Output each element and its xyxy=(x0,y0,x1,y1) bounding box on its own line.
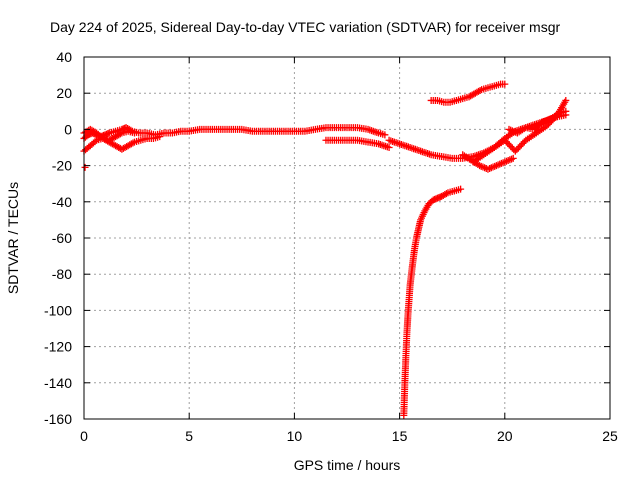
series-upper-arc xyxy=(427,80,509,106)
y-tick-label: -100 xyxy=(44,302,72,318)
data-point xyxy=(562,107,570,115)
x-tick-label: 25 xyxy=(602,428,618,444)
chart-title: Day 224 of 2025, Sidereal Day-to-day VTE… xyxy=(50,19,560,35)
x-tick-label: 5 xyxy=(185,428,193,444)
data-point xyxy=(156,133,164,141)
data-point-marker xyxy=(129,139,137,147)
data-point-marker xyxy=(97,133,105,141)
y-tick-label: -160 xyxy=(44,411,72,427)
data-point-marker xyxy=(519,139,527,147)
plot-frame xyxy=(83,56,611,420)
data-layer xyxy=(80,80,570,419)
data-point xyxy=(130,129,138,137)
x-axis-title: GPS time / hours xyxy=(294,457,401,473)
data-point xyxy=(511,147,519,155)
data-point-marker xyxy=(476,86,484,94)
y-tick-label: -120 xyxy=(44,339,72,355)
data-point-marker xyxy=(504,139,512,147)
tick-layer: 0 5 10 15 20 25 -160 -140 -120 -100 -80 -60 -40 -20 0 2… xyxy=(44,49,618,444)
data-point-marker xyxy=(491,162,499,170)
data-point-marker xyxy=(513,146,521,154)
series-isolated-point xyxy=(81,163,89,171)
data-point-marker xyxy=(507,142,515,150)
series-early-upper xyxy=(80,125,138,144)
series-descending-branch xyxy=(459,151,517,173)
x-tick-label: 10 xyxy=(287,428,303,444)
data-point xyxy=(381,131,389,139)
data-point-marker xyxy=(505,141,513,149)
data-point-marker xyxy=(481,164,489,172)
data-point xyxy=(562,96,570,104)
data-point-marker xyxy=(489,163,497,171)
data-point-marker xyxy=(116,130,124,138)
grid-layer xyxy=(84,57,610,419)
data-point xyxy=(501,158,509,166)
y-tick-label: 20 xyxy=(56,85,72,101)
y-tick-label: -80 xyxy=(52,266,72,282)
data-point-marker xyxy=(544,120,552,128)
data-point-marker xyxy=(91,138,99,146)
data-point xyxy=(81,163,89,171)
y-tick-label: 40 xyxy=(56,49,72,65)
data-point xyxy=(501,80,509,88)
y-tick-label: -20 xyxy=(52,158,72,174)
series-mid-band xyxy=(322,136,393,151)
series-deep-drop xyxy=(400,185,465,419)
y-tick-label: -60 xyxy=(52,230,72,246)
data-point-marker xyxy=(554,110,562,118)
x-tick-label: 15 xyxy=(392,428,408,444)
data-point-marker xyxy=(506,156,514,164)
series-afternoon-band xyxy=(385,111,570,162)
series-late-cluster xyxy=(505,107,570,137)
data-point xyxy=(476,162,484,170)
y-tick-label: 0 xyxy=(64,121,72,137)
data-point xyxy=(543,122,551,130)
y-tick-label: -40 xyxy=(52,194,72,210)
data-point-marker xyxy=(497,159,505,167)
data-point-marker xyxy=(516,142,524,150)
data-point-marker xyxy=(442,190,450,198)
data-point xyxy=(385,144,393,151)
y-axis-title: SDTVAR / TECUs xyxy=(5,182,21,294)
data-point xyxy=(457,185,465,193)
data-point-marker xyxy=(502,138,510,146)
data-point-marker xyxy=(517,141,525,149)
data-point-marker xyxy=(508,144,516,152)
data-point-marker xyxy=(508,155,516,163)
data-point xyxy=(484,165,492,173)
data-point xyxy=(539,118,547,126)
x-tick-label: 20 xyxy=(497,428,513,444)
data-point xyxy=(501,136,509,144)
data-point xyxy=(492,162,500,170)
data-point-marker xyxy=(544,116,552,124)
data-point xyxy=(505,125,513,133)
y-tick-label: -140 xyxy=(44,375,72,391)
data-point-marker xyxy=(499,159,507,167)
data-point xyxy=(509,154,517,162)
data-point-marker xyxy=(514,144,522,152)
x-tick-label: 0 xyxy=(80,428,88,444)
